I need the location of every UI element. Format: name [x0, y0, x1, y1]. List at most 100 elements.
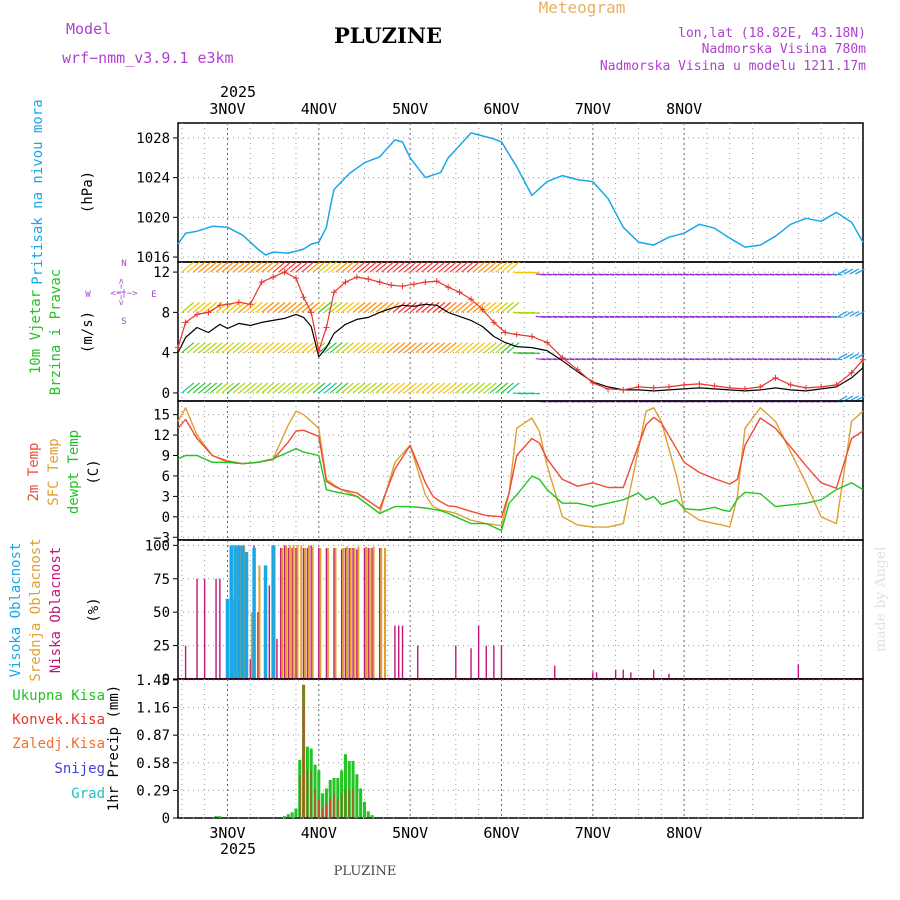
wind-barb — [244, 261, 257, 273]
model-elevation: Nadmorska Visina u modelu 1211.17m — [600, 59, 866, 74]
wind-barb — [329, 342, 343, 354]
precip-series — [214, 684, 374, 818]
wind-barb — [849, 353, 859, 360]
model-name: wrf−nmm_v3.9.1 e3km — [62, 49, 234, 67]
wind-barb — [849, 395, 859, 402]
precip-panel: 0 0.29 0.58 0.87 1.16 1.45 1hr Precip (mm) Uk… — [12, 673, 864, 827]
precip-conv-bar — [329, 798, 331, 818]
wind-barb — [529, 271, 541, 274]
wind-barb — [209, 382, 223, 394]
precip-total-bar — [370, 815, 374, 818]
y-tick-label: 1.45 — [136, 673, 170, 689]
wind-barb — [261, 301, 275, 313]
wind-barb — [209, 342, 223, 354]
precip-conv-bar — [337, 798, 339, 818]
precip-conv-bar — [344, 789, 347, 818]
wind-barb — [284, 301, 297, 313]
y-tick-label: 75 — [153, 572, 170, 588]
y-tick-label: 4 — [162, 346, 170, 362]
wind-barb — [426, 382, 440, 394]
wind-grid — [178, 262, 863, 401]
wind-barb — [426, 301, 440, 313]
wind-barb — [181, 382, 195, 394]
wind-barb — [421, 261, 434, 273]
wind-barb — [244, 342, 257, 354]
wind-barb — [261, 261, 275, 273]
wind-barb — [346, 301, 360, 313]
wind-barb — [329, 382, 343, 394]
cloud-title-high: Visoka Oblacnost — [8, 543, 24, 678]
wind-barb — [495, 301, 509, 313]
wind-barb — [312, 382, 326, 394]
temp-title-dewpt: dewpt Temp — [66, 430, 82, 514]
wind-barb — [318, 301, 332, 313]
precip-total-bar — [214, 816, 218, 818]
y-tick-label: 0 — [162, 386, 170, 402]
wind-barb — [438, 261, 452, 273]
bottom-day-label: 7NOV — [575, 824, 611, 842]
wind-barb — [215, 382, 229, 394]
wind-barb — [232, 301, 246, 313]
wind-barb — [204, 382, 218, 394]
wind-ticks: 0 4 8 12 — [153, 265, 178, 402]
dewpoint-line — [177, 448, 864, 532]
wind-barb — [837, 395, 848, 402]
wind-barb — [832, 358, 843, 361]
wind-barb — [227, 261, 240, 273]
precip-total-bar — [328, 779, 332, 818]
pressure-title: Pritisak na nivou mora — [30, 99, 46, 284]
temp-ylabel: (C) — [86, 459, 102, 484]
wind-barb — [855, 268, 865, 275]
wind-barb — [495, 261, 509, 273]
wind-barb — [404, 301, 417, 313]
cloud-ylabel: (%) — [86, 597, 102, 622]
wind-barb — [278, 301, 292, 313]
wind-barb — [478, 261, 492, 273]
sfc-temp-line — [177, 407, 864, 528]
wind-barb — [432, 342, 446, 354]
legend-stratiform: Zaledj.Kisa — [12, 736, 105, 752]
wind-barb — [289, 342, 303, 354]
precip-conv-bar — [348, 789, 351, 818]
wind-barb — [238, 382, 252, 394]
wind-barb — [215, 342, 229, 354]
wind-barb — [375, 301, 389, 313]
y-tick-label: 25 — [153, 639, 170, 655]
wind-barb — [506, 342, 520, 354]
product-title: Meteogram — [539, 0, 626, 17]
wind-barb — [249, 261, 263, 273]
wind-barb — [307, 382, 320, 394]
precip-conv-bar — [314, 789, 316, 818]
wind-barb — [267, 382, 280, 394]
wind-barb — [404, 382, 417, 394]
wind-barb — [832, 315, 843, 318]
wind-barb — [192, 261, 206, 273]
legend-total: Ukupna Kisa — [12, 688, 105, 704]
wind-barb — [483, 382, 497, 394]
y-tick-label: 1028 — [136, 131, 170, 147]
wind-barb — [238, 261, 252, 273]
wind-barb — [837, 310, 848, 317]
bottom-day-label: 3NOV — [209, 824, 245, 842]
precip-total-bar — [218, 816, 222, 818]
precip-total-bar — [355, 774, 359, 818]
wind-barb — [198, 261, 212, 273]
wind-barb — [369, 342, 383, 354]
wind-barb — [284, 342, 297, 354]
precip-conv-bar — [352, 789, 354, 818]
top-year: 2025 — [220, 83, 256, 101]
wind-barb — [455, 382, 469, 394]
wind-barb — [312, 261, 326, 273]
precip-ylabel: 1hr Precip (mm) — [106, 685, 122, 811]
wind-barb — [483, 301, 497, 313]
wind-barb — [261, 342, 275, 354]
wind-barb — [369, 261, 383, 273]
y-tick-label: 0.87 — [136, 728, 170, 744]
wind-barb — [832, 273, 843, 276]
wind-barb — [415, 342, 429, 354]
wind-barb — [855, 353, 865, 360]
wind-barb — [198, 342, 212, 354]
wind-barb — [432, 382, 446, 394]
y-tick-label: 100 — [145, 538, 170, 554]
bottom-day-labels: 3NOV 4NOV 5NOV 6NOV 7NOV 8NOV — [209, 824, 702, 842]
